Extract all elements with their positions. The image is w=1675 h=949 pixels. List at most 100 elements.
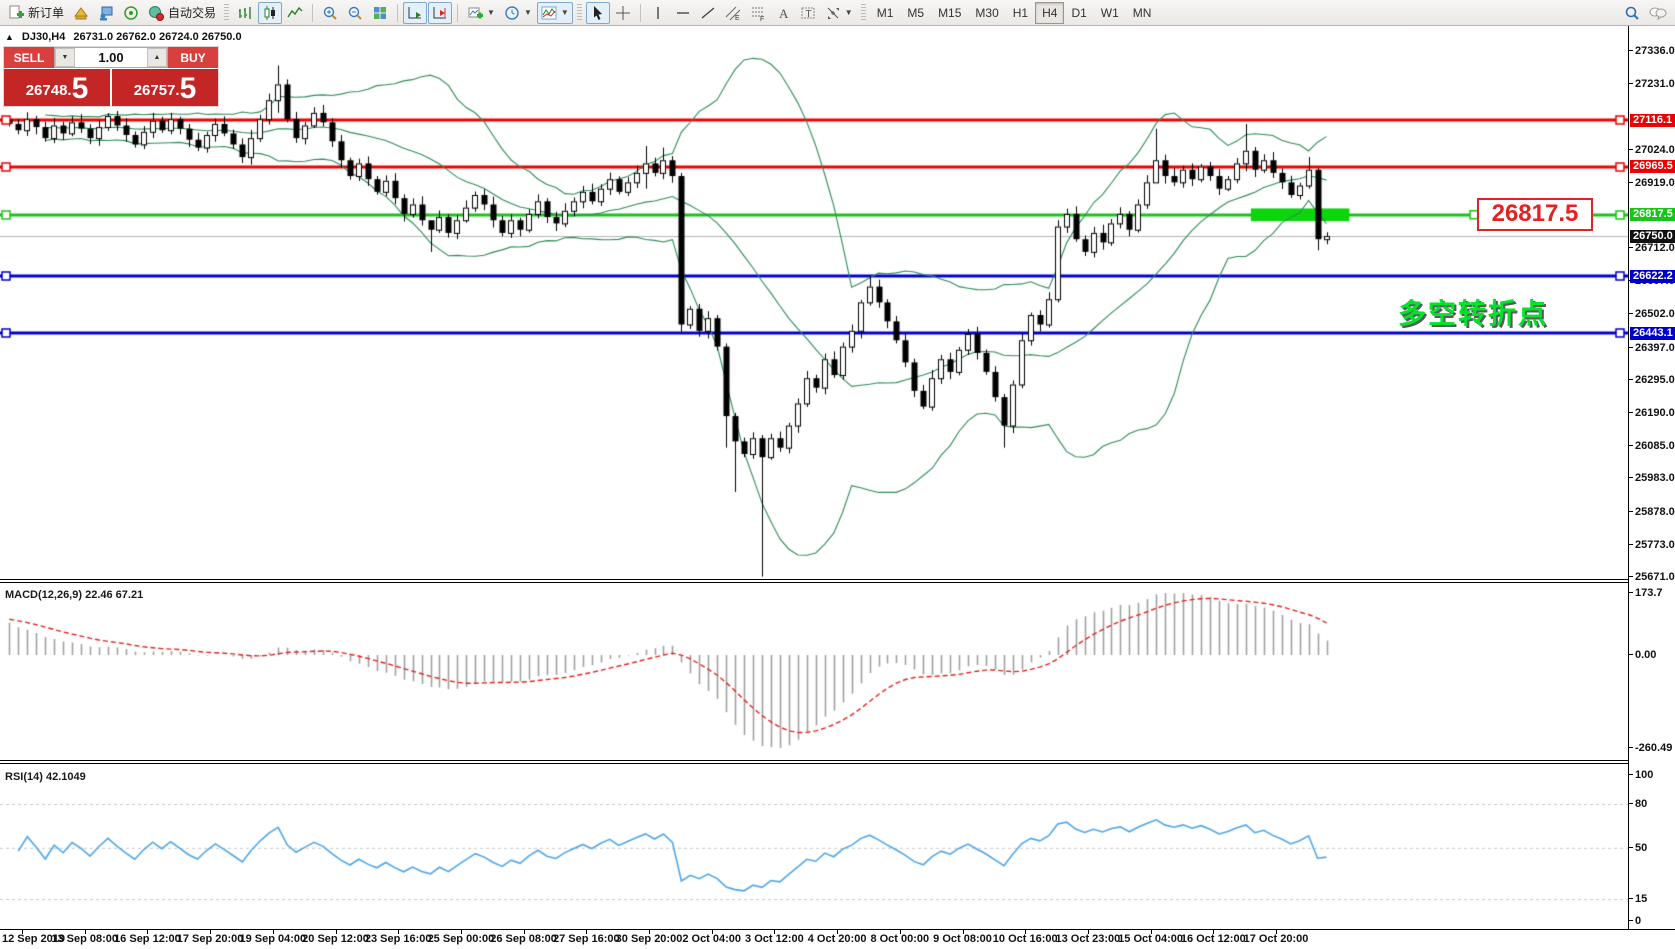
tile-windows-button[interactable] [368,2,392,24]
buy-button[interactable]: BUY [168,47,218,68]
horizontal-line-button[interactable] [671,2,695,24]
fibonacci-button[interactable]: F [746,2,770,24]
rsi-axis-tick: 0 [1628,914,1642,927]
crosshair-button[interactable] [611,2,635,24]
macd-label: MACD(12,26,9) 22.46 67.21 [5,589,143,601]
time-label: 8 Oct 00:00 [870,933,930,945]
horizontal-line-icon [675,5,691,21]
time-tick [272,930,274,934]
auto-trading-button[interactable]: 自动交易 [144,2,220,24]
trendline-button[interactable] [696,2,720,24]
time-tick [586,930,588,934]
indicators-button[interactable]: ▼ [536,1,573,24]
macd-indicator-values: 22.46 67.21 [85,589,144,601]
vertical-line-button[interactable] [646,2,670,24]
time-label: 17 Sep 20:00 [176,933,244,945]
timeframe-D1[interactable]: D1 [1071,5,1087,20]
chat-button[interactable] [1645,2,1671,24]
time-label: 25 Sep 00:00 [427,933,495,945]
volume-value[interactable]: 1.00 [75,48,147,67]
timeframe-M15[interactable]: M15 [938,5,962,20]
price-callout-box[interactable]: 26817.5 [1477,197,1593,231]
volume-decrease-button[interactable]: ▼ [55,48,75,67]
navigator-button[interactable] [94,2,118,24]
time-axis[interactable]: 12 Sep 2019 13 Sep 08:00 16 Sep 12:00 17 Se… [0,929,1675,949]
price-chart-surface[interactable] [0,26,1628,581]
time-tick [1150,930,1152,934]
chart-shift-button[interactable] [428,1,453,24]
price-tick: 26397.0 [1629,341,1675,354]
sell-price-pip: 5 [71,72,89,105]
rsi-indicator-values: 42.1049 [45,771,86,783]
text-label-button[interactable]: T [796,2,820,24]
zoom-in-button[interactable] [318,2,342,24]
volume-increase-button[interactable]: ▲ [147,48,167,67]
time-label: 9 Oct 08:00 [933,933,992,945]
rsi-axis-tick: 50 [1628,841,1648,854]
time-tick [1087,930,1089,934]
svg-text:A: A [779,6,789,21]
zoom-out-icon [347,5,363,21]
indicators-icon [541,5,557,21]
timeframe-H4[interactable]: H4 [1035,1,1065,24]
time-label: 12 Sep 2019 [2,933,65,945]
time-label: 17 Oct 20:00 [1243,933,1309,945]
time-tick [523,930,525,934]
time-tick [460,930,462,934]
toolbar-grip [224,3,230,22]
time-label: 15 Oct 04:00 [1118,933,1184,945]
cursor-button[interactable] [585,1,610,24]
price-tick: 26712.0 [1629,242,1675,255]
collapse-panel-icon[interactable]: ▲ [5,32,14,42]
arrows-button[interactable]: ▼ [821,2,857,24]
price-badge-26750.0: 26750.0 [1630,229,1675,243]
macd-axis-tick: 0.00 [1628,649,1657,662]
rsi-axis-tick: 100 [1628,768,1654,781]
macd-chart-surface[interactable] [0,584,1628,760]
chart-header: ▲ DJ30,H4 26731.0 26762.0 26724.0 26750.… [5,31,242,43]
new-chart-button[interactable]: ▼ [463,2,499,24]
dropdown-caret: ▼ [487,8,495,17]
data-window-button[interactable] [119,2,143,24]
toolbar-separator [312,3,314,22]
auto-scroll-button[interactable] [403,1,428,24]
sell-button[interactable]: SELL [4,47,54,68]
pane-separator[interactable] [0,760,1675,764]
line-chart-button[interactable] [283,2,307,24]
search-button[interactable] [1620,2,1644,24]
timeframe-MN[interactable]: MN [1132,5,1152,20]
price-badge-26969.5: 26969.5 [1630,160,1675,174]
time-tick [1025,930,1027,934]
time-tick [899,930,901,934]
rsi-chart-surface[interactable] [0,766,1628,926]
timeframe-M1[interactable]: M1 [876,5,894,20]
market-watch-button[interactable] [69,2,93,24]
dropdown-caret: ▼ [844,8,853,17]
timeframe-W1[interactable]: W1 [1100,5,1119,20]
toolbar-separator [639,3,641,22]
sell-price-button[interactable]: 26748. 5 [4,69,110,106]
candlestick-chart-button[interactable] [258,1,283,24]
bar-chart-button[interactable] [233,2,257,24]
time-tick [774,930,776,934]
pane-separator[interactable] [0,579,1675,583]
zoom-out-button[interactable] [343,2,367,24]
timeframe-M5[interactable]: M5 [907,5,925,20]
text-button[interactable]: A [771,2,795,24]
buy-price-button[interactable]: 26757. 5 [112,69,218,106]
time-tick [1213,930,1215,934]
toolbar-separator [457,3,459,22]
turning-point-annotation[interactable]: 多空转折点 [1398,298,1549,329]
timeframe-M30[interactable]: M30 [975,5,999,20]
new-order-button[interactable]: 新订单 [4,2,68,24]
fibonacci-icon: F [750,5,766,23]
timeframe-H1[interactable]: H1 [1012,5,1029,20]
price-axis[interactable]: 27336.027231.027024.026919.026712.026607… [1628,26,1675,929]
clock-icon [504,5,520,21]
channel-button[interactable]: E [721,2,745,24]
bar-chart-icon [237,5,253,21]
profiles-button[interactable]: ▼ [500,2,536,24]
candlestick-chart-icon [262,5,278,21]
search-icon [1624,5,1640,21]
